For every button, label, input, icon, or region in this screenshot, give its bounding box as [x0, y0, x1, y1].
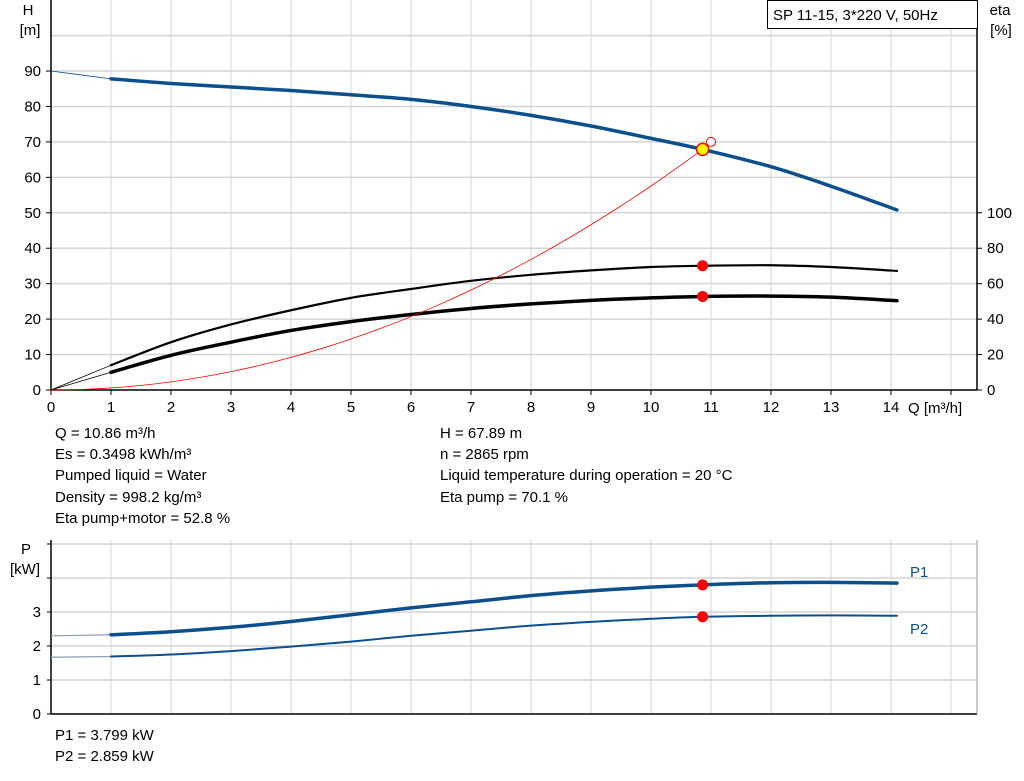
info-eta-pump: Eta pump = 70.1 %: [440, 489, 568, 506]
info-density: Density = 998.2 kg/m³: [55, 489, 202, 506]
info-p2: P2 = 2.859 kW: [55, 748, 154, 765]
y-axis-label: H: [23, 2, 34, 19]
chart-title: SP 11-15, 3*220 V, 50Hz: [773, 7, 938, 24]
p-axis-label: P: [21, 541, 31, 558]
curve-H-extrapolated: [50, 70, 112, 80]
y-tick-label: 30: [24, 276, 41, 293]
info-es: Es = 0.3498 kWh/m³: [55, 446, 192, 463]
y-tick-label: 0: [33, 382, 41, 399]
p-axis-unit: [kW]: [10, 561, 40, 578]
p-y-tick-label: 3: [33, 604, 41, 621]
y-right-tick-label: 20: [987, 347, 1004, 364]
x-tick-label: 9: [587, 399, 595, 416]
y-tick-label: 90: [24, 63, 41, 80]
eta-pump-motor-duty-marker: [697, 290, 709, 302]
x-tick-label: 1: [107, 399, 115, 416]
y-right-tick-label: 0: [987, 382, 995, 399]
y-axis-unit: [m]: [20, 22, 41, 39]
info-h: H = 67.89 m: [440, 425, 523, 442]
series-label-P2: P2: [910, 621, 928, 638]
x-tick-label: 13: [823, 399, 840, 416]
y-tick-label: 60: [24, 169, 41, 186]
curve-P2-extrapolated: [50, 655, 112, 658]
x-tick-label: 4: [287, 399, 295, 416]
info-p1: P1 = 3.799 kW: [55, 727, 154, 744]
curve-eta_pump_motor-extrapolated: [50, 371, 112, 391]
x-tick-label: 6: [407, 399, 415, 416]
curve-eta_pump: [109, 264, 899, 367]
curve-P2: [110, 614, 898, 658]
y-tick-label: 50: [24, 205, 41, 222]
eta-pump-duty-marker: [697, 260, 709, 272]
y-right-tick-label: 60: [987, 276, 1004, 293]
y-right-tick-label: 100: [987, 205, 1012, 222]
y-right-tick-label: 40: [987, 311, 1004, 328]
y-right-axis-label: eta: [990, 2, 1012, 19]
curve-P1-extrapolated: [50, 634, 112, 637]
system-curve: [50, 142, 712, 391]
x-tick-label: 3: [227, 399, 235, 416]
x-tick-label: 14: [883, 399, 900, 416]
operating-point-marker: [695, 142, 710, 157]
x-tick-label: 10: [643, 399, 660, 416]
P2-duty-marker: [697, 611, 709, 623]
x-tick-label: 2: [167, 399, 175, 416]
curve-H: [109, 77, 899, 212]
y-tick-label: 20: [24, 311, 41, 328]
requested-point-marker: [706, 136, 716, 147]
curve-eta_pump_motor: [109, 294, 899, 375]
x-tick-label: 0: [47, 399, 55, 416]
y-tick-label: 10: [24, 347, 41, 364]
info-q: Q = 10.86 m³/h: [55, 425, 156, 442]
curve-eta_pump-extrapolated: [50, 364, 112, 391]
p-y-tick-label: 0: [33, 706, 41, 723]
x-tick-label: 7: [467, 399, 475, 416]
info-n: n = 2865 rpm: [440, 446, 529, 463]
legend-box: [767, 0, 978, 29]
p-y-tick-label: 1: [33, 672, 41, 689]
y-right-tick-label: 80: [987, 240, 1004, 257]
info-temp: Liquid temperature during operation = 20…: [440, 467, 733, 484]
P1-duty-marker: [697, 579, 709, 591]
y-tick-label: 80: [24, 98, 41, 115]
x-tick-label: 11: [703, 399, 719, 416]
info-eta-pump-motor: Eta pump+motor = 52.8 %: [55, 510, 231, 527]
x-axis-label: Q [m³/h]: [908, 400, 962, 417]
x-tick-label: 12: [763, 399, 780, 416]
info-liquid: Pumped liquid = Water: [55, 467, 207, 484]
x-tick-label: 8: [527, 399, 535, 416]
p-y-tick-label: 2: [33, 638, 41, 655]
x-tick-label: 5: [347, 399, 355, 416]
series-label-P1: P1: [910, 564, 928, 581]
y-tick-label: 40: [24, 240, 41, 257]
curve-P1: [109, 580, 899, 637]
y-right-axis-unit: [%]: [990, 22, 1012, 39]
y-tick-label: 70: [24, 134, 41, 151]
